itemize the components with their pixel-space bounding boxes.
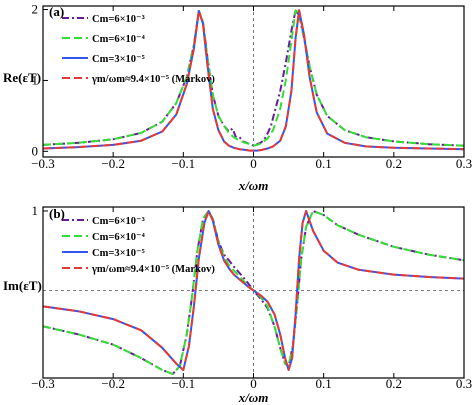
legend-label-3: Cm=3×10⁻⁵ [92, 248, 145, 259]
panel-label: (a) [49, 4, 64, 19]
panel-label: (b) [49, 206, 65, 221]
series-line-2 [42, 210, 465, 375]
x-tick-label: 0.2 [386, 376, 402, 391]
x-tick-label: −0.1 [172, 376, 196, 391]
x-tick-label: −0.3 [31, 376, 55, 391]
panel-a [42, 5, 465, 158]
y-tick-label: 2 [32, 2, 39, 17]
legend-label-4: γm/ωm≈9.4×10⁻⁵ (Markov) [91, 74, 215, 85]
legend-label-2: Cm=6×10⁻⁴ [92, 232, 146, 243]
x-tick-label: 0.2 [386, 156, 402, 171]
x-tick-label: 0.1 [316, 376, 332, 391]
y-tick-label: 0 [32, 143, 39, 158]
legend-label-3: Cm=3×10⁻⁵ [92, 54, 145, 65]
x-tick-label: 0 [250, 376, 257, 391]
series-line-4 [42, 9, 465, 152]
x-tick-label: −0.3 [31, 156, 55, 171]
legend-label-1: Cm=6×10⁻³ [92, 14, 145, 25]
x-tick-label: −0.2 [101, 376, 125, 391]
x-tick-label: 0.1 [316, 156, 332, 171]
legend-label-2: Cm=6×10⁻⁴ [92, 34, 146, 45]
x-tick-label: 0.3 [456, 376, 472, 391]
y-tick-label: 1 [32, 72, 39, 87]
panel-b [42, 206, 465, 379]
legend-label-4: γm/ωm≈9.4×10⁻⁵ (Markov) [91, 264, 215, 275]
y-axis-label: Re(εT) [3, 70, 41, 85]
series-line-2 [42, 9, 465, 147]
x-tick-label: 0.3 [456, 156, 472, 171]
x-axis-label: x/ωm [238, 178, 269, 193]
legend-label-1: Cm=6×10⁻³ [92, 216, 145, 227]
y-axis-label: Im(εT) [3, 278, 42, 293]
x-tick-label: 0 [250, 156, 257, 171]
x-axis-label: x/ωm [238, 390, 269, 405]
series-line-4 [42, 210, 465, 371]
x-tick-label: −0.1 [172, 156, 196, 171]
x-tick-label: −0.2 [101, 156, 125, 171]
y-tick-label: 1 [32, 203, 39, 218]
